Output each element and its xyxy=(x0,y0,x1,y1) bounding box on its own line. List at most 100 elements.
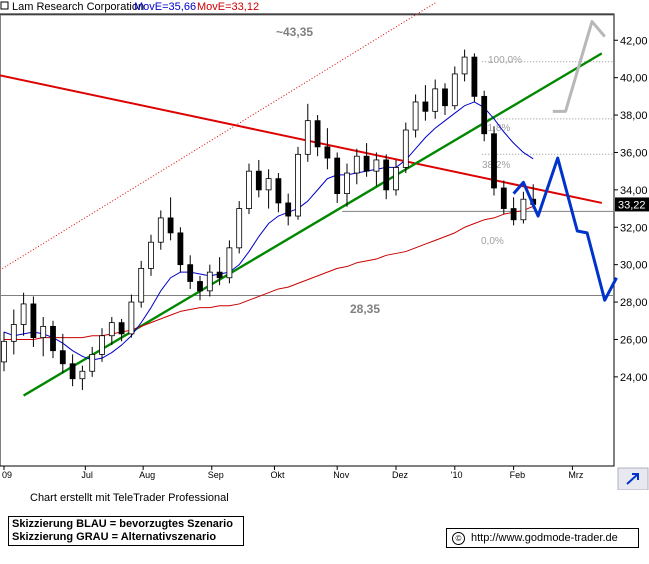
y-tick-label: 28,00 xyxy=(620,297,648,309)
candle-body xyxy=(353,155,360,174)
x-tick-label: Aug xyxy=(139,470,155,480)
green-support-trendline xyxy=(22,52,603,397)
candle-body xyxy=(451,73,458,107)
candle-body xyxy=(30,303,37,338)
candle-body xyxy=(20,303,27,325)
stock-chart: Lam Research Corporation MovE=35,66 MovE… xyxy=(0,1,649,490)
y-tick-label: 42,00 xyxy=(620,35,648,47)
y-tick-label: 32,00 xyxy=(620,222,648,234)
x-tick-label: Nov xyxy=(333,470,350,480)
candle-body xyxy=(295,153,301,217)
candle-body xyxy=(255,170,262,191)
x-tick-label: Dez xyxy=(392,470,409,480)
source-url-box[interactable]: © http://www.godmode-trader.de xyxy=(446,528,639,548)
candle-body xyxy=(412,101,419,131)
support-label: 28,35 xyxy=(350,302,380,316)
candle-body xyxy=(10,324,17,342)
candle-body xyxy=(206,271,213,292)
candle-body xyxy=(471,56,478,97)
candle-body xyxy=(314,120,321,148)
x-tick-label: Jul xyxy=(81,470,93,480)
candle-body xyxy=(324,146,331,159)
company-name: Lam Research Corporation xyxy=(12,1,144,13)
candle-body xyxy=(461,56,468,75)
candle-body xyxy=(510,208,517,221)
fib-61-label: 61,8% xyxy=(482,123,510,134)
candle-body xyxy=(59,350,66,365)
x-tick-label: Sep xyxy=(208,470,224,480)
fib-100-label: 100,0% xyxy=(488,55,522,66)
scenario-legend: Skizzierung BLAU = bevorzugtes Szenario … xyxy=(8,516,244,546)
candle-body xyxy=(50,325,56,352)
y-tick-label: 24,00 xyxy=(620,372,648,384)
candle-body xyxy=(128,301,135,335)
y-tick-label: 40,00 xyxy=(620,73,648,85)
candle-body xyxy=(393,167,399,191)
candle-body xyxy=(69,363,76,380)
grey-scenario-path xyxy=(552,20,606,113)
chart-header: Lam Research Corporation MovE=35,66 MovE… xyxy=(0,1,259,13)
x-tick-label: 09 xyxy=(2,470,12,480)
candle-body xyxy=(500,187,507,209)
candle-body xyxy=(89,354,96,372)
candle-body xyxy=(304,120,311,155)
candle-body xyxy=(402,129,409,168)
plot-frame xyxy=(0,13,615,467)
candle-body xyxy=(187,264,194,282)
candle-body xyxy=(383,159,390,191)
candle-body xyxy=(99,335,105,355)
candle-body xyxy=(344,172,350,194)
y-tick-label: 34,00 xyxy=(620,185,648,197)
candle-body xyxy=(520,198,527,221)
candle-body xyxy=(79,370,86,380)
candle-body xyxy=(226,247,233,279)
candle-body xyxy=(285,202,292,217)
candle-body xyxy=(442,88,448,107)
candle-body xyxy=(148,241,154,269)
blue-scenario-path xyxy=(512,156,618,302)
arrow-icon xyxy=(626,473,639,485)
candle-body xyxy=(157,217,164,243)
candle-body xyxy=(197,281,203,292)
header-icon xyxy=(0,1,9,10)
legend-blue-scenario: Skizzierung BLAU = bevorzugtes Szenario xyxy=(12,518,233,530)
ma-slow-label: MovE=33,12 xyxy=(197,1,259,13)
last-price-tag xyxy=(615,197,649,212)
y-tick-label: 30,00 xyxy=(620,260,648,272)
legend-grey-scenario: Skizzierung GRAU = Alternativszenario xyxy=(12,531,217,543)
candle-body xyxy=(265,178,272,191)
y-tick-label: 26,00 xyxy=(620,334,648,346)
candle-body xyxy=(177,232,184,266)
candle-body xyxy=(363,155,370,172)
candle-body xyxy=(138,267,145,303)
candle-body xyxy=(481,95,488,135)
candle-body xyxy=(491,133,497,189)
candle-body xyxy=(432,88,439,112)
candle-body xyxy=(108,322,115,337)
x-tick-label: Okt xyxy=(270,470,285,480)
copyright-icon: © xyxy=(452,531,465,545)
y-tick-label: 38,00 xyxy=(620,110,648,122)
y-tick-label: 36,00 xyxy=(620,147,648,159)
x-tick-label: Feb xyxy=(510,470,526,480)
candle-body xyxy=(275,178,282,204)
resistance-label: ~43,35 xyxy=(276,25,313,39)
candle-body xyxy=(422,101,429,112)
candle-body xyxy=(40,325,47,338)
candle-body xyxy=(118,322,125,335)
last-price-label: 33,22 xyxy=(618,199,646,211)
fib-0-label: 0,0% xyxy=(481,236,504,247)
source-url[interactable]: http://www.godmode-trader.de xyxy=(471,532,618,544)
ma-fast-label: MovE=35,66 xyxy=(134,1,196,13)
candle-body xyxy=(246,170,252,209)
candle-body xyxy=(236,208,243,249)
red-dotted-channel-line xyxy=(0,2,436,271)
x-tick-label: Mrz xyxy=(568,470,583,480)
x-tick-label: '10 xyxy=(451,470,463,480)
ma-slow-line xyxy=(4,205,534,340)
candle-body xyxy=(216,271,223,279)
candle-body xyxy=(167,217,174,234)
candle-body xyxy=(1,340,7,363)
candle-body xyxy=(373,159,380,172)
chart-credit: Chart erstellt mit TeleTrader Profession… xyxy=(30,492,229,504)
